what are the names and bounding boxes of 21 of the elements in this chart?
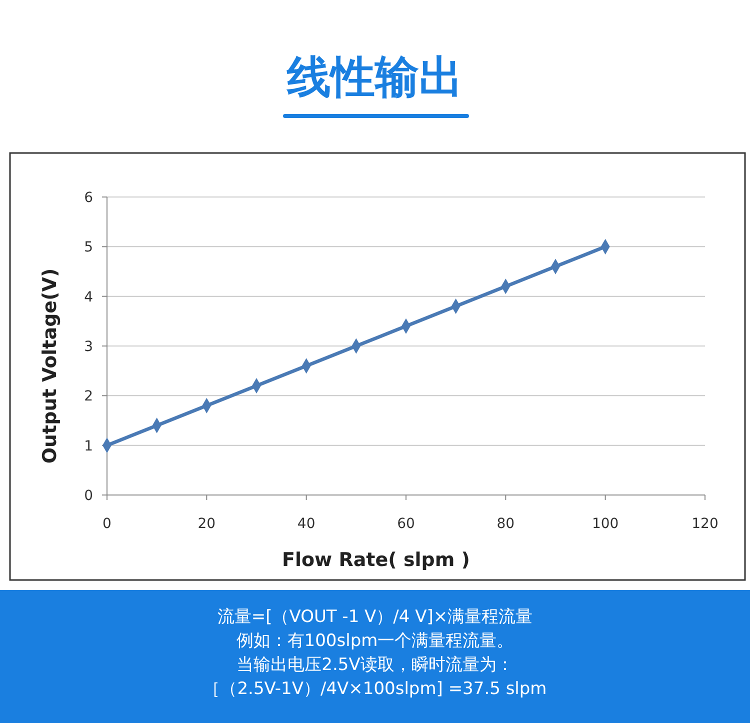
y-tick-label: 4 xyxy=(84,289,94,306)
x-tick-label: 100 xyxy=(592,516,619,532)
x-tick-label: 40 xyxy=(297,516,316,532)
y-axis-title: Output Voltage(V) xyxy=(39,268,61,464)
x-tick-label: 0 xyxy=(102,516,112,532)
y-tick-label: 3 xyxy=(84,339,93,355)
chart-title: 线性输出 xyxy=(286,52,463,103)
y-tick-label: 1 xyxy=(84,438,93,454)
x-axis-title: Flow Rate( slpm ) xyxy=(282,549,470,571)
text: 流量=[（VOUT -1 V）/4 V]×满量程流量 xyxy=(217,607,533,627)
x-tick-label: 20 xyxy=(198,516,216,532)
y-tick-label: 5 xyxy=(84,240,93,256)
x-tick-label: 60 xyxy=(397,516,415,532)
text: 例如：有100slpm一个满量程流量。 xyxy=(236,631,514,651)
text: ［（2.5V-1V）/4V×100slpm] =37.5 slpm xyxy=(203,679,547,699)
y-tick-label: 6 xyxy=(84,190,94,206)
x-tick-label: 120 xyxy=(692,516,718,532)
text: 当输出电压2.5V读取，瞬时流量为： xyxy=(236,655,514,675)
y-tick-label: 2 xyxy=(84,388,93,405)
x-tick-label: 80 xyxy=(496,516,515,532)
y-tick-label: 0 xyxy=(84,488,93,504)
